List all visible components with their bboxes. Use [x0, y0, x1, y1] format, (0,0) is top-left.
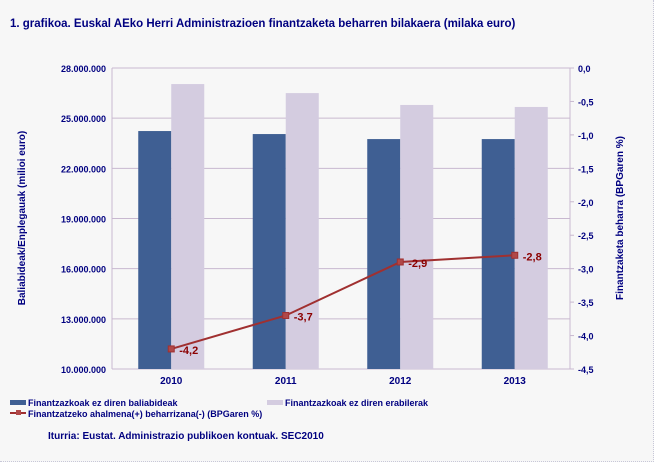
line-marker [511, 251, 519, 259]
bar-resources [481, 139, 515, 369]
line-marker [396, 258, 404, 266]
legend-label-resources: Finantzazkoak ez diren baliabideak [28, 398, 179, 408]
y2-tick-label: -4,5 [578, 365, 594, 375]
legend-swatch-uses [267, 400, 283, 405]
y2-tick-label: -2,5 [578, 231, 594, 241]
line-series [170, 254, 515, 350]
y-tick-label: 22.000.000 [61, 164, 106, 174]
line-marker [167, 345, 175, 353]
legend-label-line: Finantzatzeko ahalmena(+) beharrizana(-)… [28, 409, 262, 419]
y2-axis-label: Finantzaketa beharra (BPGaren %) [615, 136, 626, 300]
x-tick-label: 2010 [160, 376, 183, 387]
legend-label-uses: Finantzazkoak ez diren erabilerak [285, 398, 429, 408]
data-label: -2,8 [523, 251, 542, 263]
y2-tick-label: -1,0 [578, 131, 594, 141]
x-tick-label: 2013 [504, 376, 527, 387]
bar-uses [171, 84, 205, 369]
y2-tick-label: -1,5 [578, 164, 594, 174]
y-tick-label: 13.000.000 [61, 315, 106, 325]
y-tick-label: 10.000.000 [61, 365, 106, 375]
y2-tick-label: -3,5 [578, 298, 594, 308]
x-tick-label: 2011 [275, 376, 297, 387]
y2-tick-label: -2,0 [578, 198, 594, 208]
y-tick-label: 16.000.000 [61, 265, 106, 275]
y-axis-label: Baliabideak/Enplegauak (milioi euro) [17, 131, 28, 306]
y-tick-label: 25.000.000 [61, 114, 106, 124]
y2-tick-label: 0,0 [578, 64, 591, 74]
bar-uses [400, 104, 434, 369]
data-label: -4,2 [179, 345, 198, 357]
source-note: Iturria: Eustat. Administrazio publikoen… [48, 431, 324, 442]
bar-resources [367, 139, 401, 369]
y-tick-label: 28.000.000 [61, 64, 106, 74]
line-marker [282, 311, 290, 319]
bar-uses [285, 93, 319, 369]
x-tick-label: 2012 [389, 376, 412, 387]
legend-swatch-resources [10, 400, 26, 405]
bar-resources [138, 131, 172, 369]
y2-tick-label: -3,0 [578, 265, 594, 275]
y2-tick-label: -0,5 [578, 97, 594, 107]
bar-uses [514, 106, 548, 370]
y-tick-label: 19.000.000 [61, 215, 106, 225]
data-label: -2,9 [408, 258, 427, 270]
bar-resources [252, 134, 286, 369]
data-label: -3,7 [294, 311, 313, 323]
legend-marker-line [16, 410, 21, 415]
y2-tick-label: -4,0 [578, 332, 594, 342]
chart-title: 1. grafikoa. Euskal AEko Herri Administr… [10, 18, 516, 30]
